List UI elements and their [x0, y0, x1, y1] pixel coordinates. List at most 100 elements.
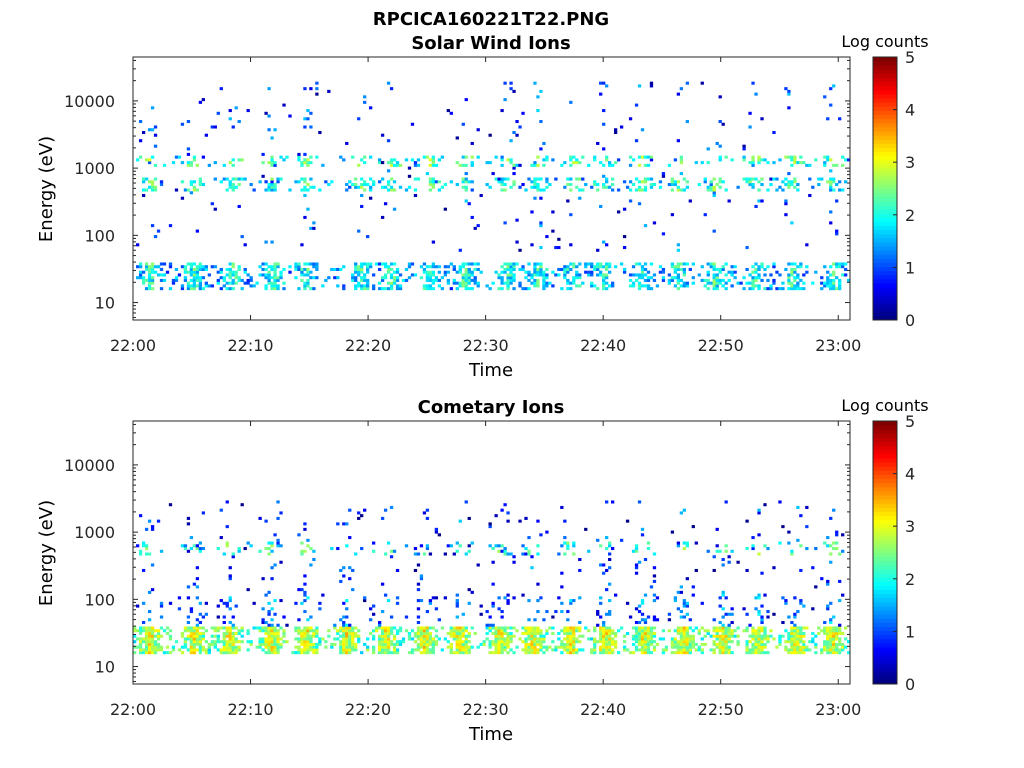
colorbar-segment	[873, 453, 897, 459]
heatmap-cell	[721, 651, 725, 655]
heatmap-cell	[470, 215, 474, 219]
heatmap-cell	[608, 270, 612, 274]
heatmap-cell	[560, 645, 564, 649]
heatmap-cell	[159, 645, 164, 649]
heatmap-cell	[219, 536, 223, 540]
heatmap-cell	[318, 601, 322, 605]
heatmap-cell	[608, 640, 612, 644]
heatmap-cell	[506, 284, 510, 288]
heatmap-cell	[228, 566, 232, 570]
heatmap-cell	[267, 281, 271, 285]
heatmap-cell	[282, 634, 286, 638]
heatmap-cell	[793, 645, 797, 649]
colorbar-segment	[873, 552, 897, 558]
heatmap-cell	[832, 281, 836, 285]
heatmap-cell	[829, 221, 833, 225]
heatmap-cell	[790, 626, 794, 630]
heatmap-cell	[673, 158, 678, 162]
heatmap-cell	[670, 177, 675, 181]
heatmap-cell	[449, 180, 453, 184]
heatmap-cell	[267, 87, 271, 91]
heatmap-cell	[270, 240, 274, 244]
heatmap-cell	[572, 262, 576, 266]
heatmap-cell	[784, 177, 788, 181]
heatmap-cell	[763, 634, 767, 638]
heatmap-cell	[676, 92, 681, 96]
heatmap-cell	[596, 267, 600, 271]
heatmap-cell	[443, 183, 447, 187]
colorbar-segment	[873, 544, 897, 549]
heatmap-cell	[724, 544, 728, 548]
heatmap-cell	[691, 276, 695, 280]
heatmap-cell	[593, 158, 597, 162]
heatmap-cell	[240, 278, 244, 282]
heatmap-cell	[536, 284, 540, 288]
heatmap-cells	[133, 500, 851, 655]
heatmap-cell	[566, 267, 570, 271]
heatmap-cell	[470, 645, 474, 649]
heatmap-cell	[309, 634, 313, 638]
heatmap-cell	[345, 615, 349, 619]
heatmap-cell	[572, 599, 576, 603]
heatmap-cell	[542, 188, 546, 192]
heatmap-cell	[162, 278, 167, 282]
heatmap-cell	[461, 122, 465, 126]
heatmap-cell	[745, 648, 749, 652]
heatmap-cell	[751, 81, 755, 85]
heatmap-cell	[643, 155, 648, 159]
heatmap-cell	[219, 270, 223, 274]
panel-title: Solar Wind Ions	[411, 33, 570, 54]
heatmap-cell	[542, 634, 546, 638]
heatmap-cell	[596, 248, 600, 252]
heatmap-cell	[333, 267, 337, 271]
heatmap-cell	[796, 629, 800, 633]
heatmap-cell	[841, 163, 845, 167]
heatmap-cell	[491, 623, 495, 627]
heatmap-cell	[258, 180, 262, 184]
heatmap-cell	[204, 281, 208, 285]
heatmap-cell	[805, 547, 809, 551]
heatmap-cell	[485, 610, 489, 614]
heatmap-cell	[763, 642, 767, 646]
heatmap-cell	[569, 640, 573, 644]
heatmap-cell	[192, 651, 197, 655]
heatmap-cell	[306, 273, 310, 277]
heatmap-cell	[228, 620, 232, 625]
heatmap-cell	[306, 267, 310, 271]
heatmap-cell	[724, 651, 728, 655]
heatmap-cell	[691, 281, 695, 285]
heatmap-cell	[186, 620, 191, 625]
heatmap-cell	[829, 188, 833, 192]
heatmap-cell	[790, 645, 794, 649]
heatmap-cell	[533, 651, 537, 655]
heatmap-cell	[377, 620, 382, 625]
heatmap-cell	[557, 273, 561, 277]
heatmap-cell	[766, 651, 770, 655]
heatmap-cell	[345, 645, 349, 649]
heatmap-cell	[195, 278, 200, 282]
heatmap-cell	[572, 265, 576, 269]
heatmap-cell	[790, 180, 794, 184]
heatmap-cell	[670, 278, 675, 282]
colorbar-tick-label: 0	[905, 675, 915, 694]
heatmap-cell	[542, 651, 546, 655]
heatmap-cell	[751, 161, 755, 165]
heatmap-cell	[431, 158, 436, 162]
heatmap-cell	[530, 566, 534, 570]
heatmap-cell	[578, 276, 582, 280]
heatmap-cell	[599, 645, 603, 649]
heatmap-cell	[760, 645, 764, 649]
heatmap-cell	[410, 629, 415, 633]
heatmap-cell	[461, 273, 465, 277]
heatmap-cell	[599, 161, 603, 165]
heatmap-cell	[757, 533, 761, 537]
heatmap-cell	[398, 163, 403, 167]
heatmap-cell	[835, 530, 839, 534]
heatmap-cell	[673, 651, 678, 655]
heatmap-cell	[575, 629, 579, 633]
heatmap-cell	[431, 273, 436, 277]
heatmap-cell	[392, 262, 397, 266]
heatmap-cell	[389, 161, 394, 165]
heatmap-cell	[611, 629, 615, 633]
heatmap-cell	[784, 640, 788, 644]
